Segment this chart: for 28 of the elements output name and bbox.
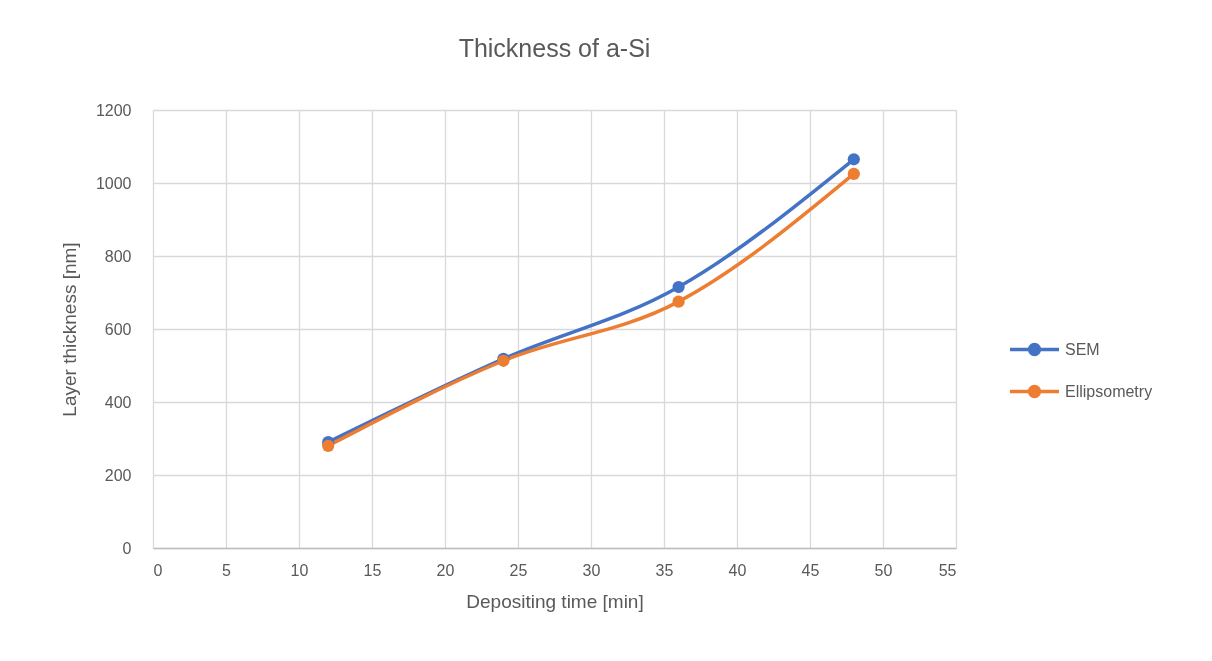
x-tick-label: 25 [509,561,528,579]
x-tick-label: 45 [801,561,820,579]
y-tick-label: 400 [104,393,132,411]
legend-label: Ellipsometry [1065,382,1153,400]
legend-label: SEM [1065,340,1100,358]
y-tick-label: 0 [122,539,132,557]
x-tick-label: 0 [153,561,163,579]
point [847,153,860,166]
y-axis-title: Layer thickness [nm] [58,242,80,417]
x-tick-label: 15 [363,561,382,579]
point [847,167,860,180]
y-tick-label: 800 [104,247,132,265]
x-tick-label: 30 [582,561,601,579]
y-tick-label: 200 [104,466,132,484]
y-tick-label: 1200 [95,101,132,119]
x-tick-label: 40 [728,561,747,579]
x-axis-title: Depositing time [min] [466,590,644,612]
x-tick-label: 5 [222,561,232,579]
y-tick-label: 600 [104,320,132,338]
x-tick-label: 50 [874,561,893,579]
y-tick-label: 1000 [95,174,132,192]
point [672,280,685,294]
x-tick-label: 55 [938,561,957,579]
x-tick-label: 10 [290,561,309,579]
point [672,295,685,308]
x-tick-label: 35 [655,561,674,579]
x-tick-label: 20 [436,561,455,579]
chart-title: Thickness of a-Si [458,34,651,62]
